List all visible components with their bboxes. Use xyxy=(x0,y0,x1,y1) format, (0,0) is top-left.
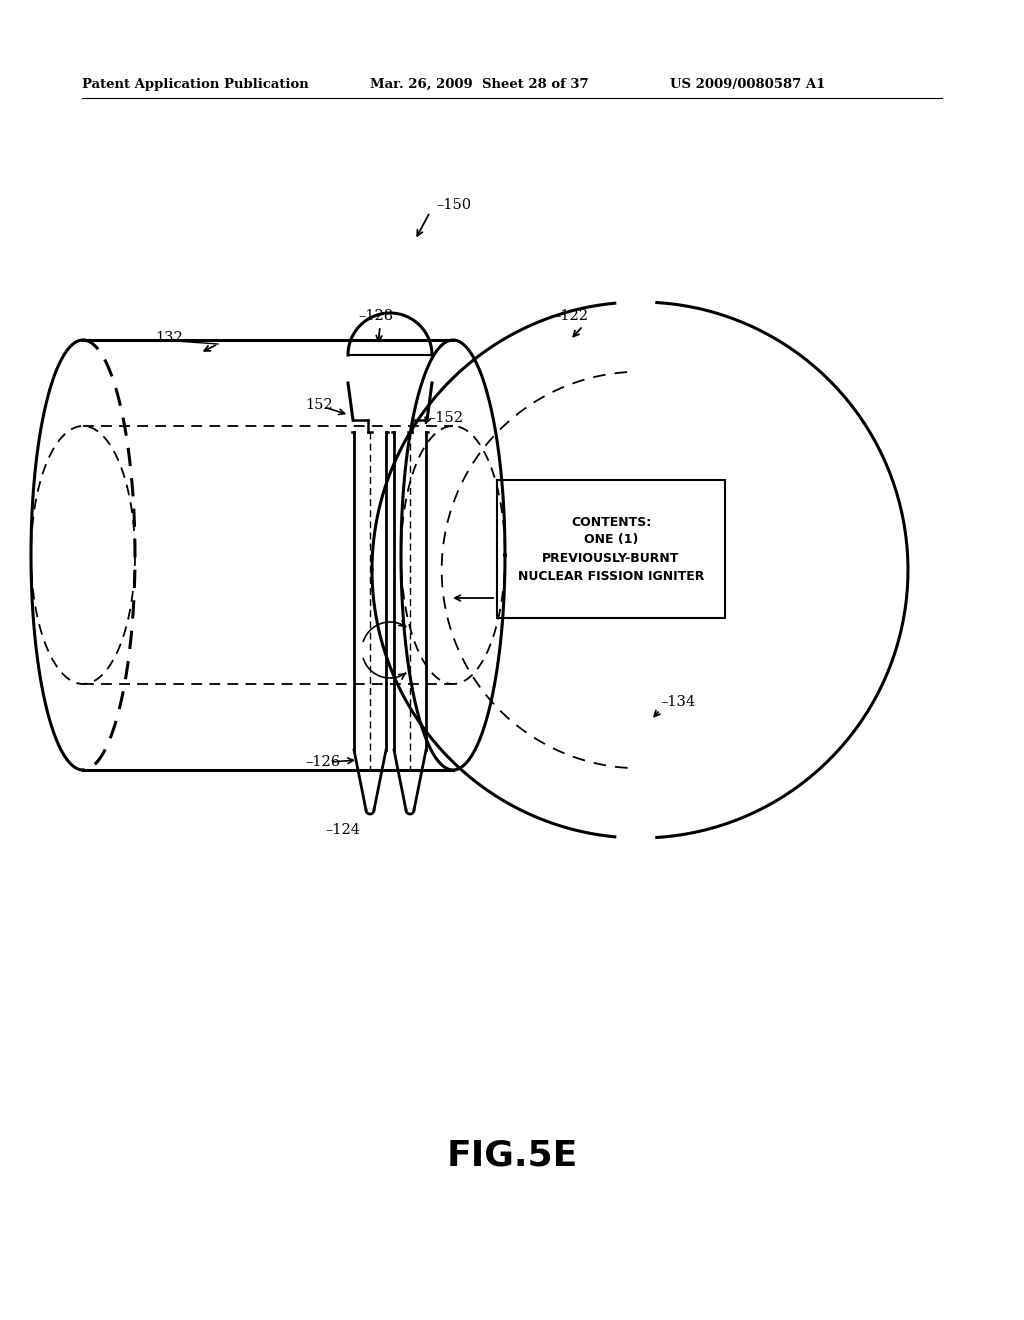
Text: –128: –128 xyxy=(358,309,393,323)
Text: –150: –150 xyxy=(436,198,471,213)
Text: –134: –134 xyxy=(660,696,695,709)
FancyBboxPatch shape xyxy=(497,480,725,618)
Text: Mar. 26, 2009  Sheet 28 of 37: Mar. 26, 2009 Sheet 28 of 37 xyxy=(370,78,589,91)
Text: 132: 132 xyxy=(155,331,182,345)
Text: 152: 152 xyxy=(305,399,333,412)
Text: Patent Application Publication: Patent Application Publication xyxy=(82,78,309,91)
Text: –152: –152 xyxy=(428,411,463,425)
Text: –124: –124 xyxy=(325,822,360,837)
Text: –122: –122 xyxy=(553,309,588,323)
Text: US 2009/0080587 A1: US 2009/0080587 A1 xyxy=(670,78,825,91)
Text: –126: –126 xyxy=(305,755,340,770)
Text: CONTENTS:
ONE (1)
PREVIOUSLY-BURNT
NUCLEAR FISSION IGNITER: CONTENTS: ONE (1) PREVIOUSLY-BURNT NUCLE… xyxy=(518,516,705,582)
Text: FIG.5E: FIG.5E xyxy=(446,1138,578,1172)
